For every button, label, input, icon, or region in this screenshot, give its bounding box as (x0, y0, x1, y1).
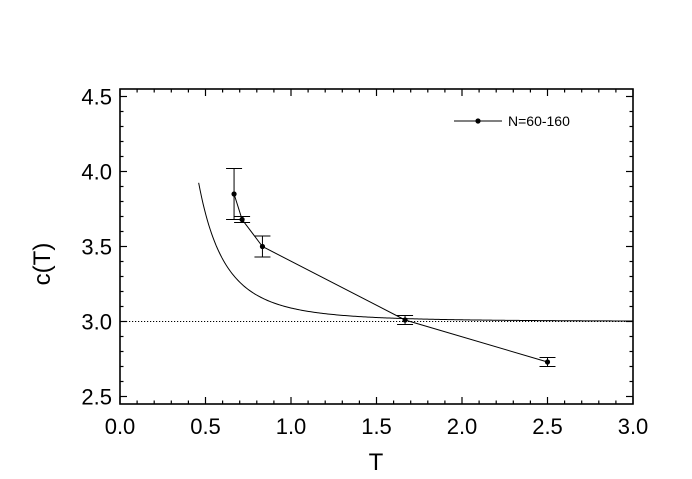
series-line (233, 193, 548, 363)
data-point (239, 216, 245, 223)
y-axis-label: c(T) (29, 243, 56, 286)
y-tick-label: 2.5 (81, 385, 112, 410)
legend-marker (475, 118, 481, 124)
y-tick-label: 4.0 (81, 160, 112, 185)
x-tick-label: 2.0 (447, 414, 478, 439)
plot-frame (119, 88, 634, 405)
y-tick-label: 3.5 (81, 235, 112, 260)
chart-marks (226, 168, 556, 367)
legend-label: N=60-160 (508, 113, 570, 129)
fit-curve (198, 182, 633, 322)
y-tick-label: 4.5 (81, 85, 112, 110)
x-tick-label: 2.5 (532, 414, 563, 439)
x-tick-label: 1.5 (361, 414, 392, 439)
plot-area (120, 182, 633, 322)
legend: N=60-160 (454, 113, 570, 129)
data-point (231, 191, 237, 197)
axes: 0.0 0.5 1.0 1.5 2.0 2.5 3.0 2.5 3.0 3.5 4.0 4.5 (81, 85, 648, 440)
x-tick-label: 0.0 (105, 414, 136, 439)
x-tick-label: 0.5 (190, 414, 221, 439)
data-point (259, 243, 266, 250)
data-point (402, 317, 408, 323)
x-axis-label: T (369, 449, 384, 476)
x-tick-label: 3.0 (618, 414, 649, 439)
y-tick-label: 3.0 (81, 310, 112, 335)
x-tick-label: 1.0 (276, 414, 307, 439)
data-point (544, 359, 551, 365)
